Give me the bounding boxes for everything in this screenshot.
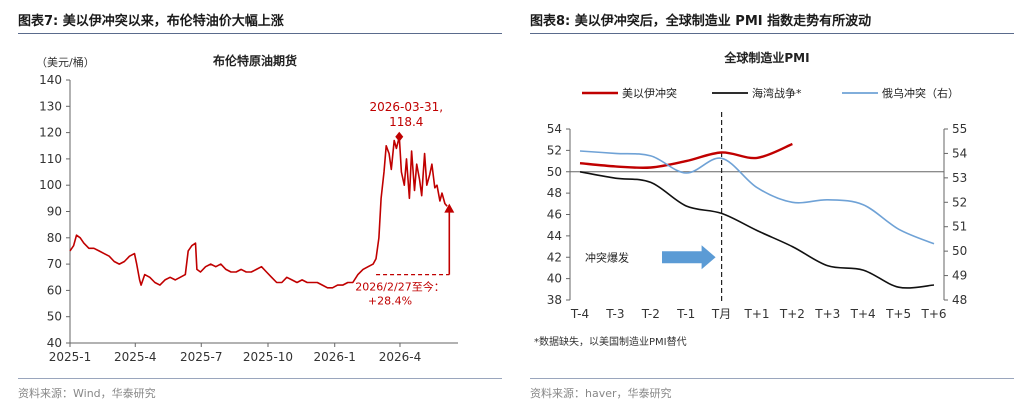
y-tick-label: 100 <box>39 178 62 192</box>
y-tick-label: 140 <box>39 73 62 87</box>
y-tick-label: 60 <box>47 283 62 297</box>
right-y-tick-label: 52 <box>952 195 967 209</box>
x-tick-label: T+5 <box>885 307 911 321</box>
right-y-tick-label: 53 <box>952 171 967 185</box>
right-y-tick-label: 55 <box>952 122 967 136</box>
figure-8-title-rule <box>530 33 1014 34</box>
series-line-0 <box>579 142 793 170</box>
x-tick-label: T+2 <box>779 307 805 321</box>
x-tick-label: 2025-7 <box>180 350 223 364</box>
left-y-tick-label: 48 <box>547 186 562 200</box>
y-tick-label: 70 <box>47 257 62 271</box>
left-y-tick-label: 42 <box>547 250 562 264</box>
x-tick-label: 2026-4 <box>379 350 422 364</box>
x-tick-label: T+3 <box>814 307 840 321</box>
figure-8-panel: 图表8: 美以伊冲突后，全球制造业 PMI 指数走势有所波动 全球制造业PMI 美… <box>512 0 1024 418</box>
x-tick-label: T-4 <box>570 307 589 321</box>
y-tick-label: 120 <box>39 126 62 140</box>
right-y-tick-label: 54 <box>952 146 967 160</box>
figure-7-source: 资料来源：Wind，华泰研究 <box>18 387 156 400</box>
x-tick-label: T+6 <box>920 307 946 321</box>
change-label-line2: +28.4% <box>368 295 412 308</box>
left-y-tick-label: 38 <box>547 293 562 307</box>
chart-title: 全球制造业PMI <box>723 50 809 65</box>
figure-7-bottom-rule <box>18 378 502 379</box>
figure-7-title: 图表7: 美以伊冲突以来，布伦特油价大幅上涨 <box>18 14 284 29</box>
right-y-tick-label: 49 <box>952 269 967 283</box>
y-tick-label: 80 <box>47 231 62 245</box>
figure-7-title-rule <box>18 33 502 34</box>
right-y-tick-label: 50 <box>952 244 967 258</box>
left-y-tick-label: 40 <box>547 272 562 286</box>
figure-8-source: 资料来源：haver，华泰研究 <box>530 387 672 400</box>
footnote: *数据缺失，以美国制造业PMI替代 <box>534 335 687 348</box>
brent-futures-chart: 布伦特原油期货 （美元/桶） 40 50 60 70 80 90 100 110 120 130 140… <box>36 53 458 364</box>
conflict-outbreak-arrow <box>662 245 716 270</box>
y-axis-label: （美元/桶） <box>36 55 95 69</box>
legend-label-2: 俄乌冲突（右） <box>882 86 959 100</box>
peak-date-label: 2026-03-31, <box>369 100 443 114</box>
left-y-tick-label: 44 <box>547 229 562 243</box>
chart-title: 布伦特原油期货 <box>213 53 297 68</box>
y-tick-label: 110 <box>39 152 62 166</box>
x-tick-label: T+4 <box>850 307 876 321</box>
global-pmi-chart: 全球制造业PMI 美以伊冲突 海湾战争* 俄乌冲突（右） 38 40 42 44 46 48 50 5… <box>534 50 967 348</box>
y-tick-label: 50 <box>47 310 62 324</box>
legend-label-1: 海湾战争* <box>752 86 802 100</box>
y-tick-label: 40 <box>47 336 62 350</box>
x-tick-label: T-2 <box>641 307 660 321</box>
x-tick-label: T-3 <box>605 307 624 321</box>
series-line-2 <box>579 150 935 245</box>
x-tick-label: T-1 <box>676 307 695 321</box>
change-arrow-head <box>444 203 455 213</box>
x-tick-label: 2025-4 <box>114 350 157 364</box>
right-y-tick-label: 48 <box>952 293 967 307</box>
figure-8-title: 图表8: 美以伊冲突后，全球制造业 PMI 指数走势有所波动 <box>530 14 872 29</box>
legend-label-0: 美以伊冲突 <box>622 86 677 100</box>
left-y-tick-label: 52 <box>547 143 562 157</box>
peak-marker <box>395 131 404 142</box>
y-tick-label: 90 <box>47 205 62 219</box>
brent-price-line <box>69 136 448 289</box>
x-tick-label: 2025-10 <box>243 350 293 364</box>
y-tick-label: 130 <box>39 99 62 113</box>
conflict-outbreak-label: 冲突爆发 <box>585 250 629 264</box>
left-y-tick-label: 46 <box>547 208 562 222</box>
left-y-tick-label: 50 <box>547 165 562 179</box>
series-line-1 <box>579 171 935 289</box>
x-tick-label: T月 <box>711 307 731 321</box>
x-tick-label: T+1 <box>743 307 769 321</box>
right-y-tick-label: 51 <box>952 220 967 234</box>
change-label-line1: 2026/2/27至今： <box>355 280 444 294</box>
peak-value-label: 118.4 <box>389 115 423 129</box>
figure-8-bottom-rule <box>530 378 1014 379</box>
x-tick-label: 2025-1 <box>49 350 92 364</box>
left-y-tick-label: 54 <box>547 122 562 136</box>
figure-7-panel: 图表7: 美以伊冲突以来，布伦特油价大幅上涨 布伦特原油期货 （美元/桶） 40 50… <box>18 14 502 400</box>
x-tick-label: 2026-1 <box>313 350 356 364</box>
